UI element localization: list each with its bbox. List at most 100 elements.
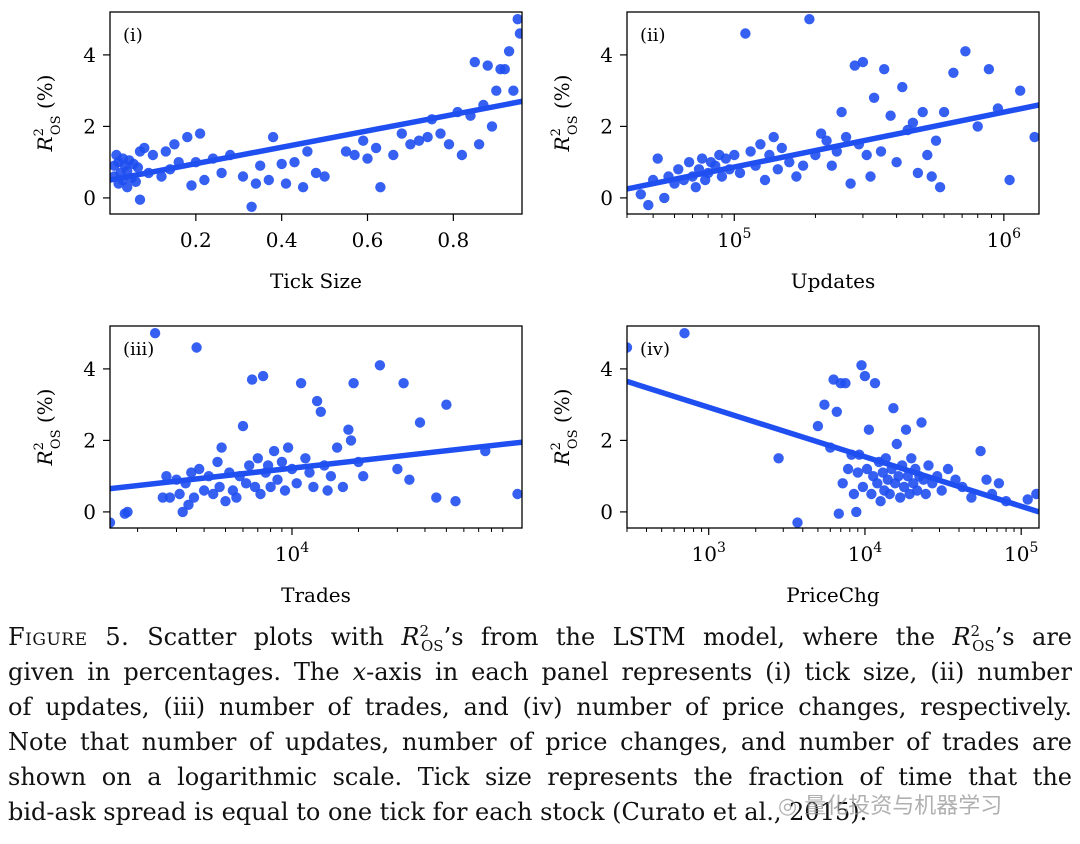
data-point bbox=[863, 424, 875, 435]
data-point bbox=[456, 149, 468, 161]
data-point bbox=[164, 492, 176, 503]
data-point bbox=[237, 171, 249, 182]
data-point bbox=[740, 28, 751, 39]
data-point bbox=[276, 158, 287, 170]
data-point bbox=[174, 488, 185, 500]
watermark-text: 量化投资与机器学习 bbox=[804, 794, 1003, 819]
data-point bbox=[149, 328, 161, 339]
data-point bbox=[331, 442, 343, 453]
data-point bbox=[214, 481, 225, 493]
data-point bbox=[198, 485, 210, 496]
fit-line bbox=[110, 439, 522, 492]
data-point bbox=[240, 478, 252, 489]
y-axis-label: R2 OS (%) bbox=[32, 389, 64, 467]
data-point bbox=[652, 153, 663, 164]
data-point bbox=[975, 445, 986, 457]
data-point bbox=[784, 157, 795, 168]
data-point bbox=[768, 131, 779, 143]
data-point bbox=[833, 508, 844, 519]
data-point bbox=[289, 157, 300, 168]
data-point bbox=[122, 182, 133, 193]
data-point bbox=[147, 149, 159, 161]
data-point bbox=[396, 128, 407, 139]
y-tick-label: 4 bbox=[83, 43, 96, 67]
data-point bbox=[812, 420, 824, 432]
data-point bbox=[872, 478, 883, 489]
data-point bbox=[938, 106, 950, 118]
y-tick-label: 2 bbox=[83, 114, 96, 138]
caption-line: bid-ask spread is equal to one tick for … bbox=[8, 798, 868, 826]
data-point bbox=[450, 496, 461, 507]
data-point bbox=[431, 492, 442, 503]
axes-frame bbox=[626, 325, 1040, 529]
x-tick-label: 0.8 bbox=[437, 228, 469, 252]
data-point bbox=[920, 488, 931, 500]
data-point bbox=[177, 506, 188, 518]
data-point bbox=[792, 517, 803, 528]
data-point bbox=[249, 481, 261, 493]
data-point bbox=[169, 139, 180, 150]
wechat-icon: ◎ bbox=[778, 794, 798, 819]
data-point bbox=[216, 167, 227, 179]
x-tick-label: 105 bbox=[717, 226, 751, 252]
data-point bbox=[514, 28, 522, 39]
figure-caption: Figure 5. Scatter plots with R2OS’s from… bbox=[8, 620, 1072, 830]
y-tick-label: 0 bbox=[83, 186, 96, 210]
panel-label: (i) bbox=[123, 25, 143, 46]
data-point bbox=[268, 445, 280, 457]
data-point bbox=[161, 471, 172, 482]
data-point bbox=[422, 131, 433, 143]
x-axis-label: Updates bbox=[791, 269, 876, 293]
figure-label: Figure 5. bbox=[8, 623, 148, 651]
data-point bbox=[912, 485, 923, 496]
data-point bbox=[923, 460, 934, 471]
data-point bbox=[683, 157, 695, 168]
data-point bbox=[255, 488, 266, 500]
data-point bbox=[508, 85, 519, 96]
data-point bbox=[348, 378, 359, 389]
data-point bbox=[212, 456, 223, 468]
data-point bbox=[486, 121, 498, 132]
data-point bbox=[815, 128, 827, 139]
data-point bbox=[893, 471, 904, 482]
data-point bbox=[280, 178, 292, 189]
data-point bbox=[308, 481, 319, 493]
fit-line bbox=[627, 378, 1039, 515]
data-point bbox=[848, 488, 860, 500]
data-point bbox=[895, 492, 906, 503]
data-point bbox=[337, 481, 349, 493]
data-point bbox=[930, 135, 942, 146]
data-point bbox=[244, 460, 255, 471]
data-point bbox=[503, 46, 515, 57]
data-point bbox=[370, 142, 382, 154]
data-point bbox=[325, 471, 337, 482]
data-point bbox=[499, 63, 510, 75]
panel-label: (ii) bbox=[640, 25, 666, 46]
data-point bbox=[302, 146, 313, 157]
caption-line: of updates, (iii) number of trades, and … bbox=[8, 693, 1072, 721]
data-point bbox=[1029, 131, 1039, 143]
data-point bbox=[851, 506, 862, 518]
data-point bbox=[276, 456, 288, 468]
data-point bbox=[272, 474, 283, 485]
data-point bbox=[859, 370, 871, 382]
axes-frame bbox=[109, 325, 523, 529]
data-point bbox=[349, 149, 360, 161]
x-tick-label: 106 bbox=[987, 226, 1021, 252]
data-point bbox=[659, 192, 670, 204]
data-point bbox=[343, 424, 354, 435]
data-point bbox=[392, 463, 403, 475]
y-tick-label: 2 bbox=[600, 428, 613, 452]
x-tick-label: 104 bbox=[848, 540, 882, 566]
data-point bbox=[441, 399, 452, 410]
data-point bbox=[183, 499, 194, 510]
data-point bbox=[879, 63, 890, 75]
data-point bbox=[791, 171, 802, 182]
x-tick-label: 103 bbox=[692, 540, 726, 566]
y-tick-label: 0 bbox=[83, 500, 96, 524]
data-point bbox=[861, 149, 872, 161]
data-point bbox=[897, 81, 908, 93]
y-axis-label: R2 OS (%) bbox=[32, 75, 64, 153]
data-point bbox=[295, 378, 307, 389]
data-point bbox=[1004, 174, 1015, 186]
